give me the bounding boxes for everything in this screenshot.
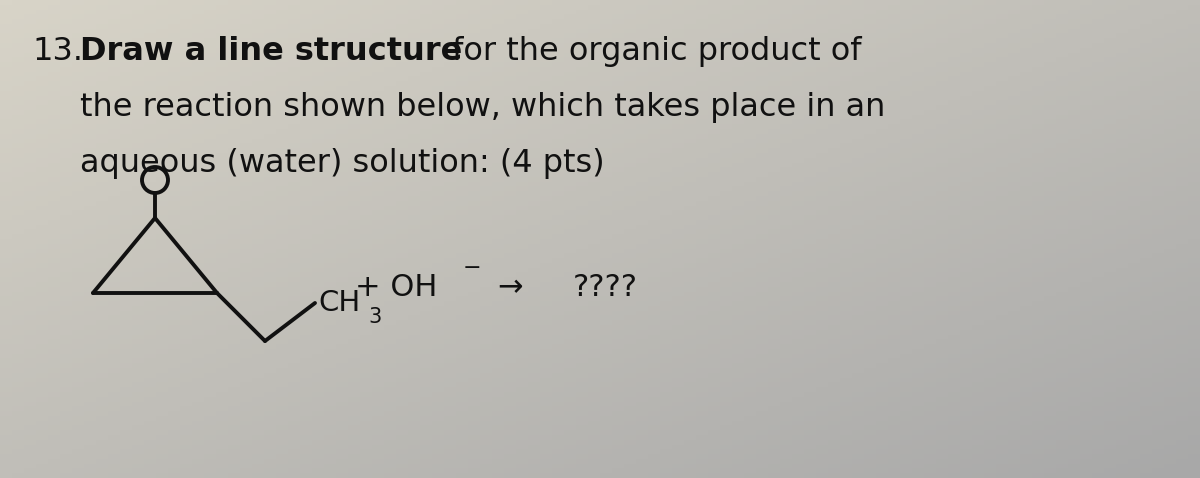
Text: −: − [463,258,481,278]
Text: ????: ???? [574,273,638,303]
Text: Draw a line structure: Draw a line structure [80,36,462,67]
Text: aqueous (water) solution: (4 pts): aqueous (water) solution: (4 pts) [80,148,605,179]
Text: 3: 3 [368,307,382,327]
Text: →: → [497,273,522,303]
Text: 13.: 13. [32,36,83,67]
Text: CH: CH [318,289,360,317]
Text: the reaction shown below, which takes place in an: the reaction shown below, which takes pl… [80,92,886,123]
Text: + OH: + OH [355,273,437,303]
Text: for the organic product of: for the organic product of [442,36,862,67]
